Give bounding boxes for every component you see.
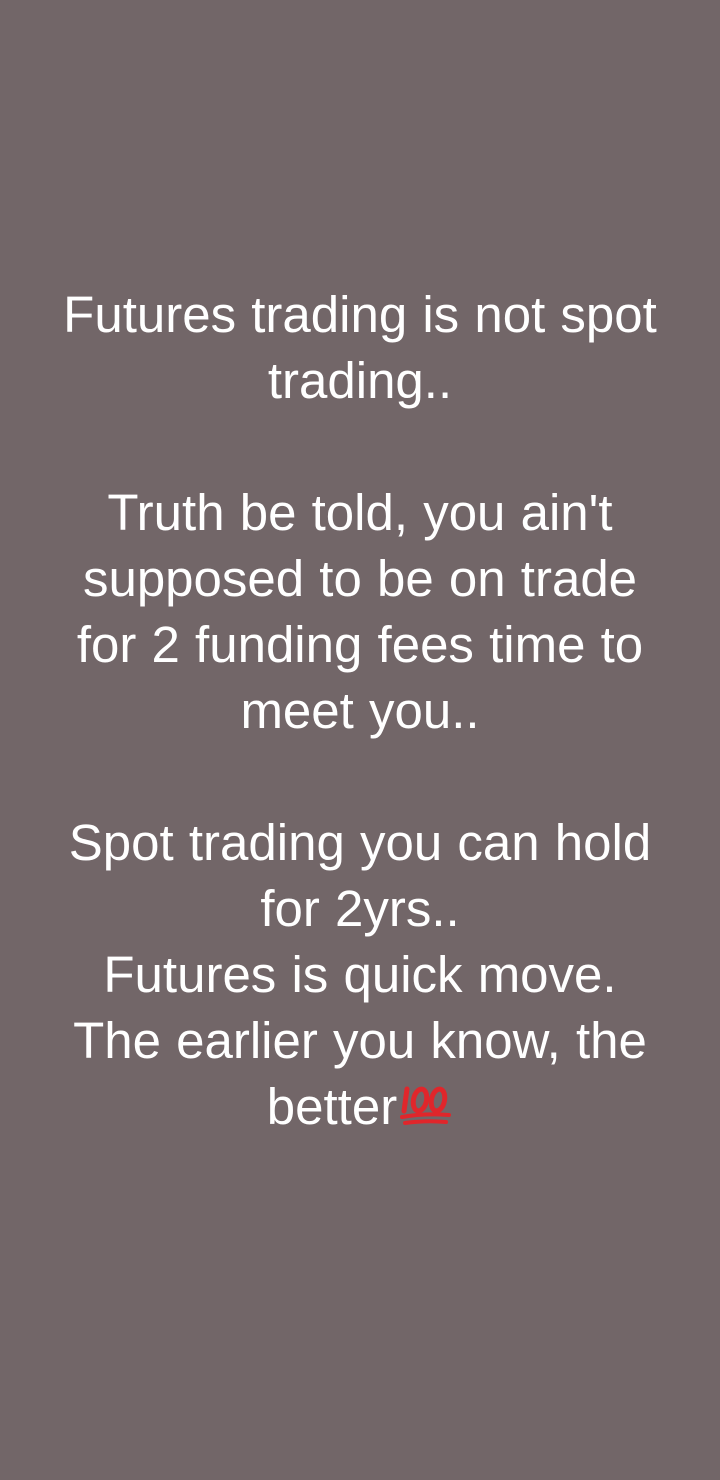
status-line: Futures trading is not spot	[63, 286, 657, 343]
hundred-points-icon	[399, 1082, 453, 1126]
paragraph-spacer	[28, 414, 692, 480]
status-line: The earlier you know, the	[73, 1012, 647, 1069]
status-line: for 2 funding fees time to	[76, 616, 644, 673]
status-last-line: better	[28, 1074, 692, 1140]
status-line: meet you..	[240, 682, 480, 739]
status-text-block: Futures trading is not spot trading.. Tr…	[28, 282, 692, 1140]
paragraph-spacer	[28, 744, 692, 810]
status-line: for 2yrs..	[260, 880, 460, 937]
status-line: Truth be told, you ain't	[107, 484, 613, 541]
status-line: Futures is quick move.	[103, 946, 617, 1003]
status-line: supposed to be on trade	[82, 550, 638, 607]
status-line: Spot trading you can hold	[68, 814, 652, 871]
status-line: trading..	[267, 352, 453, 409]
status-line-text: better	[266, 1078, 398, 1135]
